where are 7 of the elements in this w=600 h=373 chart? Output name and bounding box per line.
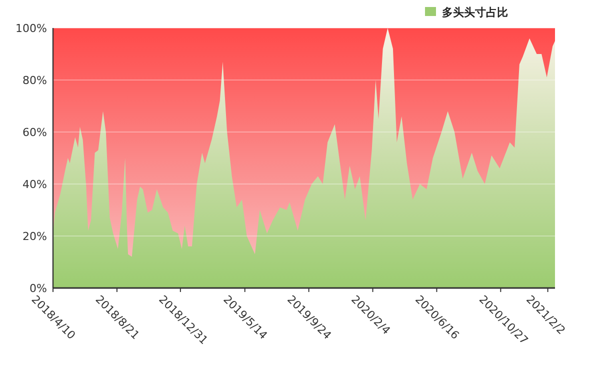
y-tick-label: 80% [22, 74, 47, 87]
y-tick-label: 0% [30, 282, 47, 295]
y-tick-label: 100% [16, 22, 47, 35]
y-tick-label: 60% [22, 126, 47, 139]
legend-label: 多头头寸占比 [442, 6, 508, 19]
y-tick-label: 20% [22, 230, 47, 243]
y-tick-label: 40% [22, 178, 47, 191]
